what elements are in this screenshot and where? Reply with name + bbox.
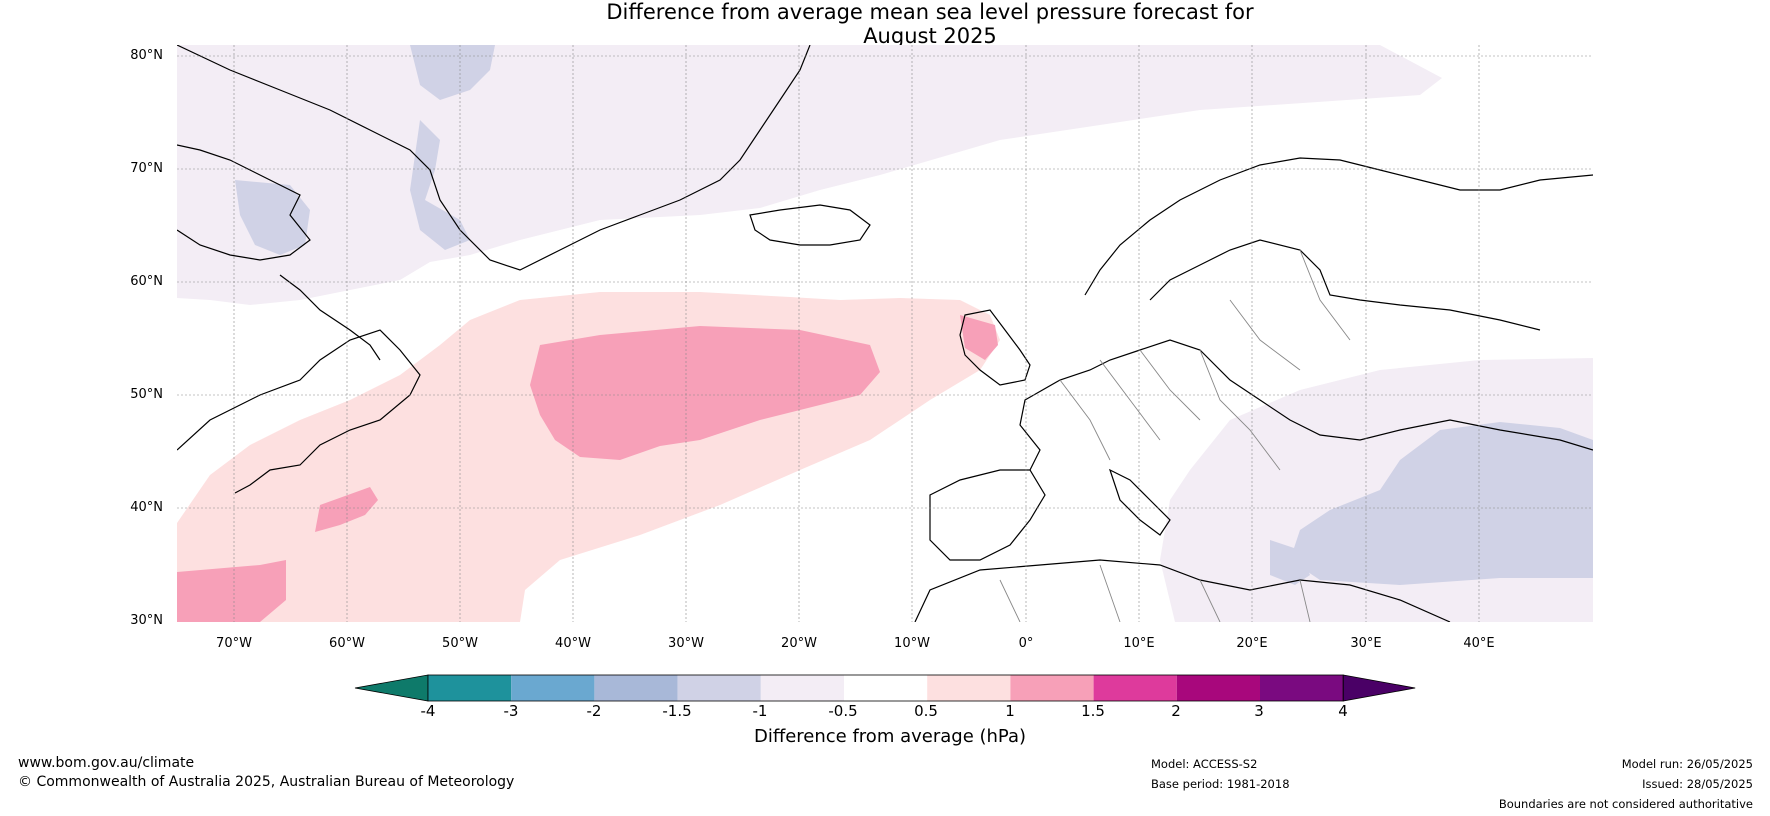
footer-url[interactable]: www.bom.gov.au/climate xyxy=(18,755,195,771)
lon-label-20e: 20°E xyxy=(1236,636,1268,651)
anomaly-region-grey-aegean xyxy=(1270,540,1310,585)
colorbar-tick: 1.5 xyxy=(1081,702,1105,720)
lon-label-70w: 70°W xyxy=(216,636,252,651)
colorbar-swatch xyxy=(1176,675,1260,701)
colorbar-swatch xyxy=(677,675,761,701)
lon-label-20w: 20°W xyxy=(781,636,817,651)
footer-disclaimer: Boundaries are not considered authoritat… xyxy=(1498,797,1753,811)
coast-scandinavia xyxy=(1084,157,1593,296)
lon-label-30w: 30°W xyxy=(668,636,704,651)
anomaly-region-lavender-north xyxy=(177,45,1442,305)
country-borders xyxy=(999,249,1351,622)
colorbar-swatch xyxy=(760,675,844,701)
coast-scandinavia-south xyxy=(1149,239,1541,331)
coast-iberia xyxy=(929,469,1046,561)
coast-north-africa xyxy=(914,559,1451,622)
lon-label-10e: 10°E xyxy=(1123,636,1155,651)
coast-iceland xyxy=(749,204,871,246)
anomaly-region-pink-ireland xyxy=(960,315,998,360)
colorbar-swatch xyxy=(428,675,512,701)
colorbar-tick: 1 xyxy=(1005,702,1015,720)
colorbar-arrow-low xyxy=(354,674,429,702)
footer-model: Model: ACCESS-S2 xyxy=(1151,757,1258,771)
colorbar-arrow-high xyxy=(1342,674,1416,702)
lon-label-40w: 40°W xyxy=(555,636,591,651)
lon-label-30e: 30°E xyxy=(1350,636,1382,651)
border-europe-west xyxy=(1059,349,1201,461)
colorbar-tick: -0.5 xyxy=(828,702,858,720)
lat-label-70n: 70°N xyxy=(130,161,163,176)
lon-label-60w: 60°W xyxy=(329,636,365,651)
footer-model-run: Model run: 26/05/2025 xyxy=(1621,757,1753,771)
lat-label-30n: 30°N xyxy=(130,613,163,628)
colorbar-tick: -4 xyxy=(420,702,436,720)
coast-labrador xyxy=(279,274,381,361)
colorbar xyxy=(354,674,1416,702)
graticule xyxy=(177,45,1593,622)
colorbar-tick: 2 xyxy=(1171,702,1181,720)
coast-baffin xyxy=(177,144,311,261)
lat-label-80n: 80°N xyxy=(130,48,163,63)
anomaly-region-pink-southwest xyxy=(177,560,286,622)
border-africa xyxy=(999,564,1311,622)
colorbar-tick: -2 xyxy=(586,702,602,720)
colorbar-tick: -1.5 xyxy=(662,702,692,720)
anomaly-region-grey-blacksea xyxy=(1290,422,1593,585)
colorbar-tick: 0.5 xyxy=(914,702,938,720)
anomaly-region-grey-baffin xyxy=(235,180,310,255)
coast-italy xyxy=(1108,468,1171,536)
colorbar-tick: 3 xyxy=(1254,702,1264,720)
colorbar-swatch xyxy=(511,675,595,701)
anomaly-region-pink-small xyxy=(315,487,378,532)
colorbar-outline xyxy=(427,674,1344,702)
coast-canada xyxy=(177,329,421,494)
title-line-2: August 2025 xyxy=(863,24,997,48)
lon-label-0: 0° xyxy=(1018,636,1034,651)
colorbar-tick: -1 xyxy=(752,702,768,720)
anomaly-region-pink-central xyxy=(530,326,880,460)
title-line-1: Difference from average mean sea level p… xyxy=(606,0,1254,24)
coast-british-isles xyxy=(959,309,1031,386)
border-europe-east xyxy=(1199,249,1351,471)
colorbar-tick: 4 xyxy=(1338,702,1348,720)
colorbar-swatch xyxy=(927,675,1011,701)
footer-issued: Issued: 28/05/2025 xyxy=(1642,777,1753,791)
footer-base-period: Base period: 1981-2018 xyxy=(1151,777,1290,791)
lon-label-40e: 40°E xyxy=(1463,636,1495,651)
map-plot-area xyxy=(177,45,1593,622)
lon-label-50w: 50°W xyxy=(442,636,478,651)
footer-copyright: © Commonwealth of Australia 2025, Austra… xyxy=(18,774,515,790)
colorbar-swatch xyxy=(594,675,678,701)
colorbar-swatch xyxy=(844,675,928,701)
anomaly-region-grey-greenland xyxy=(410,120,470,250)
anomaly-region-grey-arctic xyxy=(410,45,495,100)
colorbar-swatch xyxy=(1093,675,1177,701)
map-title: Difference from average mean sea level p… xyxy=(230,0,1630,48)
lat-label-40n: 40°N xyxy=(130,500,163,515)
coast-continent xyxy=(1019,339,1593,471)
lat-label-60n: 60°N xyxy=(130,274,163,289)
colorbar-swatch xyxy=(1260,675,1344,701)
colorbar-tick: -3 xyxy=(503,702,519,720)
colorbar-swatch xyxy=(1010,675,1094,701)
coast-greenland xyxy=(177,45,811,271)
lon-label-10w: 10°W xyxy=(894,636,930,651)
coastlines xyxy=(177,45,1593,622)
colorbar-title: Difference from average (hPa) xyxy=(753,726,1027,747)
lat-label-50n: 50°N xyxy=(130,387,163,402)
